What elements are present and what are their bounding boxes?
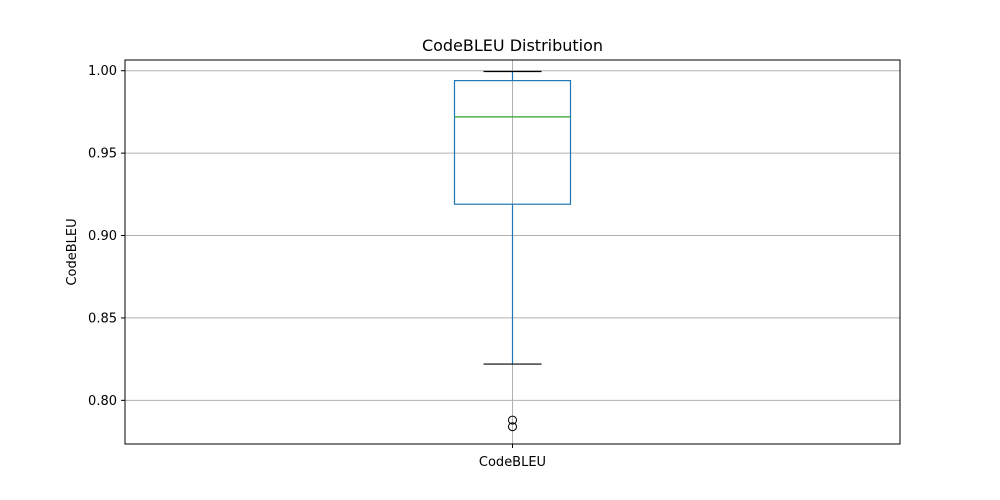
tick-layer: 0.80 0.85 0.90 0.95 1.00 CodeBLEU [88,64,546,470]
outlier-point [508,415,517,425]
y-tick-label: 0.95 [88,147,117,162]
y-axis-label: CodeBLEU [65,218,80,285]
y-tick-label: 1.00 [88,64,117,79]
box-layer [453,70,572,432]
chart-title: CodeBLEU Distribution [422,36,603,55]
y-tick-label: 0.90 [88,229,117,244]
y-tick-label: 0.80 [88,394,117,409]
outlier-point [508,422,517,432]
y-tick-label: 0.85 [88,311,117,326]
x-tick-label: CodeBLEU [479,455,546,470]
iqr-box [453,80,572,205]
